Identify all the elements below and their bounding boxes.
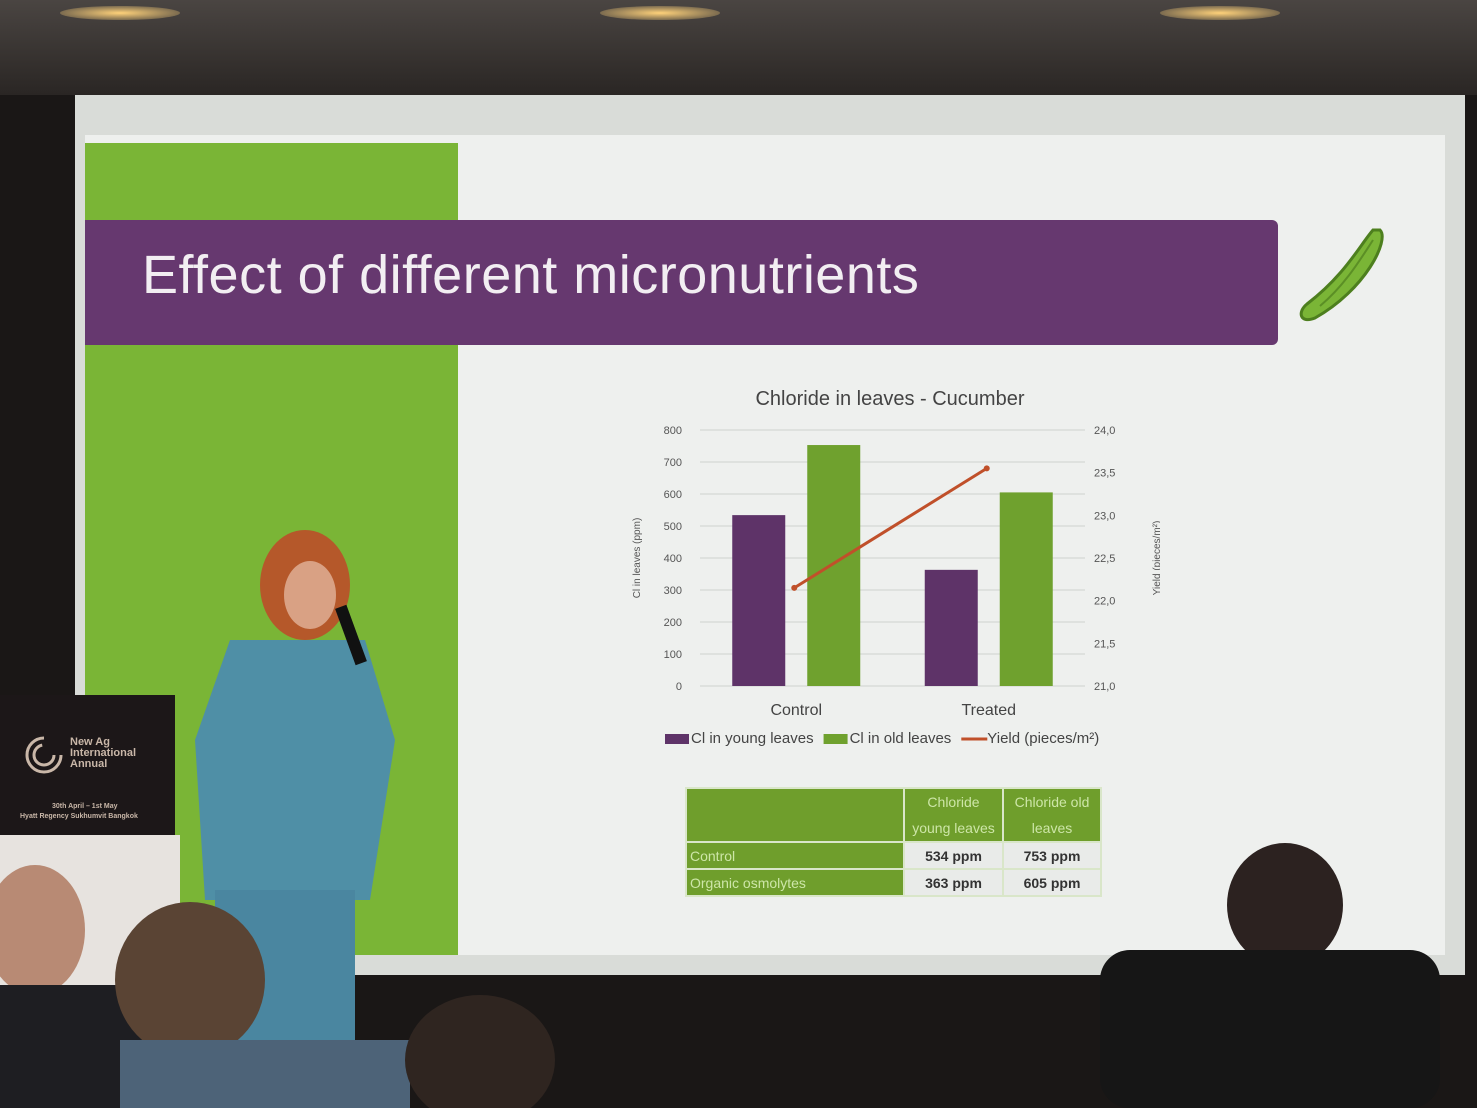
bar-cl-in-young-leaves <box>924 569 978 686</box>
table-cell: 605 ppm <box>1002 868 1102 897</box>
y-right-tick-label: 23,5 <box>1094 468 1115 480</box>
table-header-row: Chloride young leaves Chloride old leave… <box>685 787 1102 843</box>
event-logo-icon <box>25 736 63 774</box>
table-row: Organic osmolytes 363 ppm 605 ppm <box>685 868 1102 897</box>
bar-cl-in-old-leaves <box>999 492 1053 686</box>
table-corner-cell <box>685 787 905 843</box>
y-right-tick-label: 22,0 <box>1094 596 1115 608</box>
yield-point <box>983 465 990 472</box>
ceiling <box>0 0 1477 95</box>
y-tick-label: 200 <box>664 617 682 629</box>
title-bar <box>85 220 1278 345</box>
yield-point <box>791 584 798 591</box>
table-cell: 534 ppm <box>903 841 1004 870</box>
legend-label: Yield (pieces/m²) <box>987 730 1099 747</box>
podium-logo-line: International <box>70 747 137 759</box>
table-header-cell: Chloride old leaves <box>1002 787 1102 843</box>
y-tick-label: 500 <box>664 521 682 533</box>
y-tick-label: 300 <box>664 585 682 597</box>
table-cell: 753 ppm <box>1002 841 1102 870</box>
y-right-axis-label: Yield (pieces/m²) <box>1152 521 1160 596</box>
table-header-cell: Chloride young leaves <box>903 787 1004 843</box>
table-row: Control 534 ppm 753 ppm <box>685 841 1102 870</box>
y-tick-label: 800 <box>664 425 682 437</box>
chart: Chloride in leaves - Cucumber 0 100 200 300 4… <box>632 388 1160 747</box>
x-tick-label: Control <box>770 702 822 719</box>
data-table: Chloride young leaves Chloride old leave… <box>685 787 1102 897</box>
y-right-tick-label: 24,0 <box>1094 425 1115 437</box>
yield-line <box>793 467 988 590</box>
y-tick-label: 100 <box>664 649 682 661</box>
y-right-tick-label: 21,0 <box>1094 681 1115 693</box>
bar-cl-in-young-leaves <box>732 515 786 686</box>
y-right-tick-label: 23,0 <box>1094 510 1115 522</box>
table-row-label: Control <box>685 841 905 870</box>
podium-dates: 30th April – 1st May <box>52 803 118 810</box>
chart-title: Chloride in leaves - Cucumber <box>755 388 1024 410</box>
legend-label: Cl in young leaves <box>691 730 814 747</box>
legend-swatch <box>665 734 689 744</box>
cucumber-icon <box>1299 228 1384 321</box>
legend-label: Cl in old leaves <box>850 730 952 747</box>
podium-logo-line: Annual <box>70 758 108 770</box>
bar-cl-in-old-leaves <box>807 445 861 686</box>
ceiling-light <box>1160 6 1280 20</box>
y-axis-label: Cl in leaves (ppm) <box>632 518 643 599</box>
y-tick-label: 600 <box>664 489 682 501</box>
y-tick-label: 0 <box>676 681 682 693</box>
table-row-label: Organic osmolytes <box>685 868 905 897</box>
x-tick-label: Treated <box>961 702 1016 719</box>
y-tick-label: 700 <box>664 457 682 469</box>
y-tick-label: 400 <box>664 553 682 565</box>
legend-swatch <box>823 734 848 744</box>
table-cell: 363 ppm <box>903 868 1004 897</box>
ceiling-light <box>60 6 180 20</box>
ceiling-light <box>600 6 720 20</box>
y-right-tick-label: 21,5 <box>1094 638 1115 650</box>
slide-title: Effect of different micronutrients <box>142 245 920 305</box>
podium: New Ag International Annual 30th April –… <box>0 695 175 835</box>
y-right-tick-label: 22,5 <box>1094 553 1115 565</box>
podium-logo-line: New Ag <box>70 736 110 748</box>
podium-venue: Hyatt Regency Sukhumvit Bangkok <box>20 813 138 820</box>
